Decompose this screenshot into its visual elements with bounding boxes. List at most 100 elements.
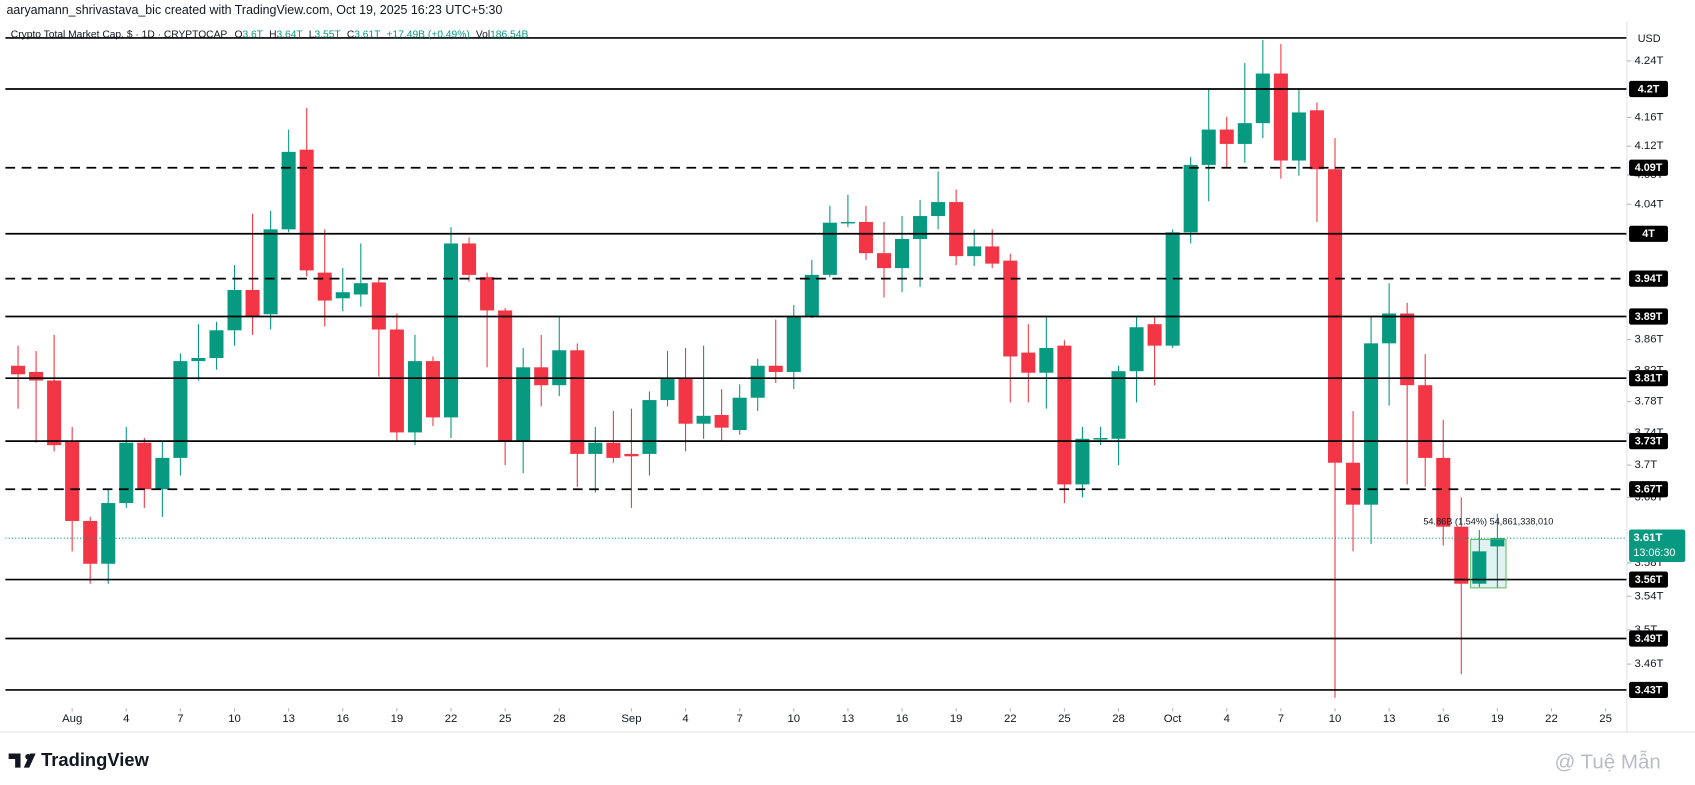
- candle-body: [263, 229, 278, 315]
- x-tick-label: 16: [336, 713, 349, 725]
- x-tick-label: 7: [177, 713, 183, 725]
- level-badge: [1629, 308, 1668, 325]
- candle-body: [371, 282, 386, 330]
- level-badge: [1629, 681, 1668, 699]
- candle-body: [209, 330, 224, 359]
- candle-body: [967, 246, 982, 257]
- y-tick-label: 4.12T: [1634, 140, 1663, 152]
- candle-body: [498, 310, 513, 442]
- candle-body: [949, 202, 964, 257]
- legend-value: 3.6T: [242, 29, 263, 40]
- x-tick-label: 25: [499, 713, 512, 725]
- x-tick-label: 4: [1224, 713, 1230, 725]
- candle-body: [516, 367, 531, 442]
- x-tick-label: 10: [228, 713, 241, 725]
- x-tick-label: 4: [682, 713, 688, 725]
- candle-body: [1400, 313, 1415, 386]
- y-tick-label: 3.46T: [1634, 658, 1663, 670]
- y-tick-label: 3.78T: [1634, 396, 1663, 408]
- candle-body: [750, 365, 765, 398]
- candle-body: [1183, 164, 1198, 233]
- candle-body: [840, 221, 855, 224]
- brand: TradingView: [41, 749, 150, 770]
- candle-body: [83, 520, 98, 564]
- candle-body: [11, 365, 26, 375]
- candle-body: [245, 289, 260, 317]
- legend-key: C: [347, 29, 355, 40]
- candle-body: [876, 253, 892, 269]
- level-label: 3.94T: [1635, 273, 1663, 285]
- measure-label: 54.86B (1.54%) 54,861,338,010: [1423, 517, 1553, 527]
- candle-body: [985, 246, 1000, 264]
- brand-icon-dot: [25, 753, 31, 760]
- last-price-badge: [1629, 529, 1686, 562]
- candle-body: [1436, 457, 1451, 527]
- candle-body: [804, 274, 819, 316]
- candle-body: [299, 149, 314, 271]
- candle-body: [624, 453, 639, 457]
- level-badge: [1629, 571, 1668, 588]
- x-tick-label: 10: [1329, 713, 1342, 725]
- candle-body: [389, 329, 404, 433]
- level-label: 3.73T: [1635, 436, 1663, 448]
- legend-key: O: [234, 29, 242, 40]
- level-badge: [1629, 80, 1668, 98]
- legend-key: Vol: [476, 29, 490, 40]
- candle-body: [443, 243, 459, 418]
- candle-body: [822, 222, 837, 275]
- candle-body: [1237, 123, 1252, 144]
- x-tick-label: Aug: [62, 713, 82, 725]
- candle-body: [47, 380, 62, 446]
- x-tick-label: 22: [445, 713, 458, 725]
- y-tick-label: 4.16T: [1634, 111, 1663, 123]
- candle-body: [480, 277, 495, 311]
- legend-value: 3.55T: [314, 29, 341, 40]
- legend-value: 3.61T: [354, 29, 381, 40]
- x-tick-label: 19: [950, 713, 963, 725]
- level-badge: [1629, 270, 1668, 287]
- candle-body: [317, 272, 332, 301]
- candle-body: [1201, 129, 1216, 165]
- candle-body: [137, 442, 152, 490]
- candle-body: [1219, 129, 1234, 144]
- level-label: 3.43T: [1635, 684, 1663, 696]
- legend-key: H: [269, 29, 276, 40]
- candle-body: [407, 361, 422, 433]
- x-tick-label: 10: [787, 713, 800, 725]
- x-tick-label: 16: [896, 713, 909, 725]
- y-tick-label: 3.54T: [1634, 590, 1663, 602]
- candle-body: [1364, 343, 1379, 505]
- candle-body: [462, 243, 477, 275]
- legend-change: +17.49B (+0.49%): [387, 29, 470, 40]
- x-tick-label: 25: [1599, 713, 1612, 725]
- currency: USD: [1638, 33, 1661, 45]
- candle-body: [913, 216, 928, 239]
- legend-key: L: [309, 29, 315, 40]
- candle-body: [425, 361, 441, 418]
- x-tick-label: 22: [1004, 713, 1017, 725]
- x-tick-label: 28: [1112, 713, 1125, 725]
- candle-body: [732, 397, 747, 431]
- candle-body: [588, 442, 603, 454]
- level-badge: [1629, 481, 1668, 498]
- candle-body: [1129, 327, 1144, 372]
- candle-body: [335, 292, 350, 299]
- candle-body: [931, 202, 946, 217]
- candle-body: [29, 371, 44, 381]
- candle-body: [1075, 438, 1090, 485]
- candle-body: [1003, 260, 1018, 357]
- level-label: 4T: [1642, 228, 1655, 240]
- x-tick-label: 7: [1278, 713, 1284, 725]
- x-tick-label: 25: [1058, 713, 1071, 725]
- y-tick-label: 3.7T: [1634, 459, 1657, 471]
- level-label: 3.67T: [1635, 484, 1663, 496]
- candle-body: [1255, 73, 1270, 124]
- level-label: 4.09T: [1635, 162, 1663, 174]
- candle-body: [281, 151, 296, 230]
- candle-body: [1021, 352, 1036, 373]
- candle-body: [1147, 324, 1162, 346]
- candle-body: [191, 358, 206, 362]
- candle-body: [678, 378, 693, 424]
- candle-body: [1382, 313, 1397, 344]
